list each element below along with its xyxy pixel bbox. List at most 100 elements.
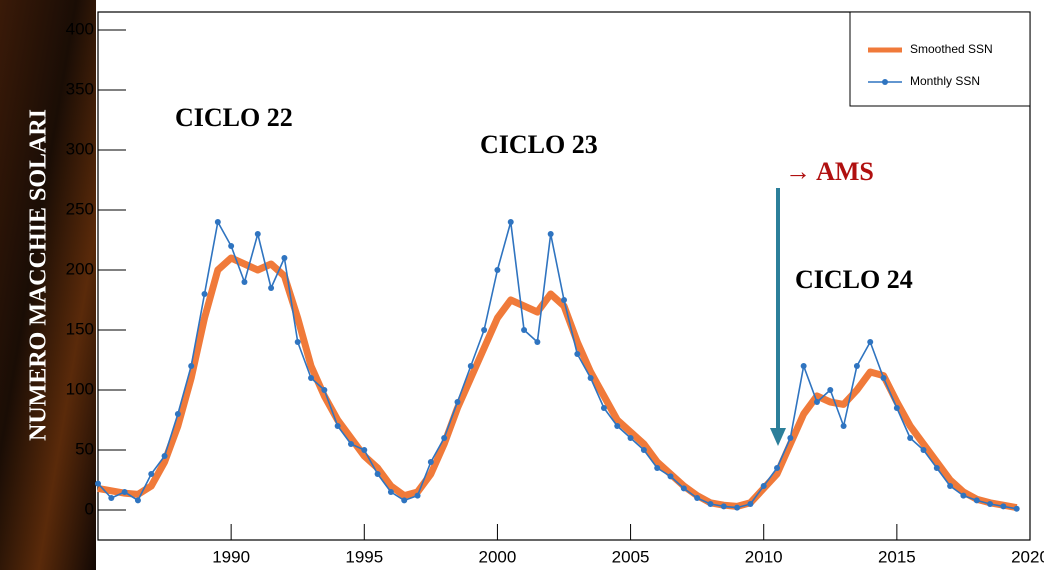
data-point bbox=[867, 339, 874, 345]
data-point bbox=[960, 492, 967, 499]
data-point bbox=[268, 285, 275, 291]
series-line bbox=[97, 221, 1017, 510]
y-tick-label: 300 bbox=[66, 139, 94, 158]
legend-marker bbox=[882, 79, 888, 85]
data-point bbox=[827, 387, 834, 393]
data-point bbox=[401, 497, 408, 504]
data-point bbox=[880, 375, 887, 381]
y-tick-label: 250 bbox=[66, 199, 94, 218]
annotation: CICLO 22 bbox=[175, 103, 293, 132]
data-point bbox=[987, 501, 994, 507]
data-point bbox=[800, 363, 807, 369]
annotation: → AMS bbox=[785, 157, 874, 186]
x-tick-label: 1990 bbox=[212, 547, 250, 566]
data-point bbox=[574, 351, 581, 357]
ams-arrowhead bbox=[770, 428, 786, 446]
data-point bbox=[627, 435, 634, 441]
data-point bbox=[214, 219, 221, 225]
data-point bbox=[747, 501, 754, 507]
data-point bbox=[853, 363, 860, 369]
data-point bbox=[174, 411, 181, 417]
data-point bbox=[720, 503, 727, 510]
y-tick-label: 400 bbox=[66, 19, 94, 38]
data-point bbox=[308, 375, 315, 381]
data-point bbox=[95, 480, 101, 487]
x-tick-label: 2010 bbox=[745, 547, 783, 566]
data-point bbox=[188, 363, 195, 369]
data-point bbox=[947, 483, 954, 489]
data-point bbox=[294, 339, 301, 345]
x-tick-label: 2000 bbox=[479, 547, 517, 566]
data-point bbox=[148, 471, 155, 477]
legend bbox=[849, 11, 1031, 107]
data-point bbox=[907, 435, 914, 441]
data-point bbox=[893, 405, 900, 411]
data-point bbox=[1013, 505, 1020, 512]
y-tick-label: 100 bbox=[66, 379, 94, 398]
data-point bbox=[840, 423, 847, 429]
data-point bbox=[374, 471, 381, 477]
data-point bbox=[427, 459, 434, 465]
data-point bbox=[547, 231, 554, 237]
data-point bbox=[920, 447, 927, 453]
data-point bbox=[694, 495, 701, 501]
y-tick-label: 0 bbox=[85, 499, 94, 518]
data-point bbox=[587, 375, 594, 381]
y-axis-label: NUMERO MACCHIE SOLARI bbox=[26, 109, 52, 441]
data-point bbox=[387, 489, 394, 495]
annotation: CICLO 23 bbox=[480, 130, 598, 159]
data-point bbox=[933, 465, 940, 471]
data-point bbox=[201, 291, 208, 297]
data-point bbox=[640, 447, 647, 453]
data-point bbox=[494, 267, 501, 273]
data-point bbox=[454, 399, 461, 405]
y-tick-label: 350 bbox=[66, 79, 94, 98]
data-point bbox=[161, 453, 168, 459]
data-point bbox=[707, 501, 714, 507]
annotation: CICLO 24 bbox=[795, 265, 913, 294]
data-point bbox=[481, 327, 488, 333]
data-point bbox=[614, 423, 621, 429]
data-point bbox=[441, 435, 448, 441]
series-line bbox=[97, 254, 1018, 512]
data-point bbox=[228, 243, 235, 249]
data-point bbox=[134, 497, 141, 504]
x-tick-label: 2015 bbox=[878, 547, 916, 566]
data-point bbox=[414, 492, 421, 499]
data-point bbox=[254, 231, 261, 237]
x-tick-label: 1995 bbox=[345, 547, 383, 566]
data-point bbox=[774, 465, 781, 471]
data-point bbox=[281, 255, 288, 261]
x-tick-label: 2020 bbox=[1011, 547, 1044, 566]
data-point bbox=[654, 465, 661, 471]
data-point bbox=[521, 327, 528, 333]
data-point bbox=[534, 339, 541, 345]
data-point bbox=[973, 497, 980, 504]
side-background bbox=[0, 0, 96, 570]
data-point bbox=[667, 473, 674, 480]
legend-label: Smoothed SSN bbox=[910, 42, 993, 56]
data-point bbox=[561, 297, 567, 303]
data-point bbox=[1000, 503, 1007, 510]
y-tick-label: 200 bbox=[66, 259, 94, 278]
data-point bbox=[600, 405, 607, 411]
data-point bbox=[680, 485, 687, 492]
x-tick-label: 2005 bbox=[612, 547, 650, 566]
data-point bbox=[734, 504, 741, 511]
y-tick-label: 50 bbox=[75, 439, 94, 458]
data-point bbox=[507, 219, 514, 225]
data-point bbox=[760, 483, 767, 489]
data-point bbox=[321, 387, 328, 393]
data-point bbox=[241, 279, 248, 285]
y-tick-label: 150 bbox=[66, 319, 94, 338]
data-point bbox=[467, 363, 474, 369]
data-point bbox=[121, 489, 128, 495]
legend-label: Monthly SSN bbox=[910, 74, 980, 88]
data-point bbox=[361, 447, 368, 453]
data-point bbox=[787, 435, 794, 441]
data-point bbox=[108, 495, 115, 501]
data-point bbox=[347, 441, 354, 447]
data-point bbox=[334, 423, 341, 429]
data-point bbox=[813, 399, 820, 405]
